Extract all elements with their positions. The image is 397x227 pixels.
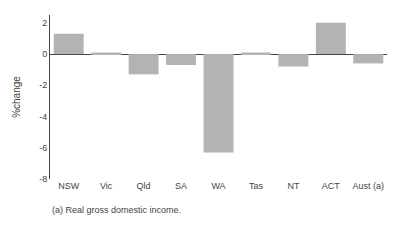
svg-text:-2: -2 [39, 80, 47, 90]
svg-text:Qld: Qld [137, 181, 151, 191]
svg-text:Aust (a): Aust (a) [353, 181, 385, 191]
svg-text:NSW: NSW [58, 181, 80, 191]
svg-text:-4: -4 [39, 112, 47, 122]
svg-text:WA: WA [211, 181, 225, 191]
svg-text:Tas: Tas [249, 181, 264, 191]
svg-text:0: 0 [42, 49, 47, 59]
svg-text:%change: %change [11, 76, 22, 118]
svg-text:SA: SA [175, 181, 187, 191]
svg-text:(a) Real gross domestic income: (a) Real gross domestic income. [52, 205, 181, 215]
svg-text:2: 2 [42, 18, 47, 28]
svg-text:-8: -8 [39, 174, 47, 184]
svg-text:Vic: Vic [100, 181, 113, 191]
svg-text:-6: -6 [39, 143, 47, 153]
svg-text:NT: NT [287, 181, 299, 191]
svg-text:ACT: ACT [322, 181, 341, 191]
